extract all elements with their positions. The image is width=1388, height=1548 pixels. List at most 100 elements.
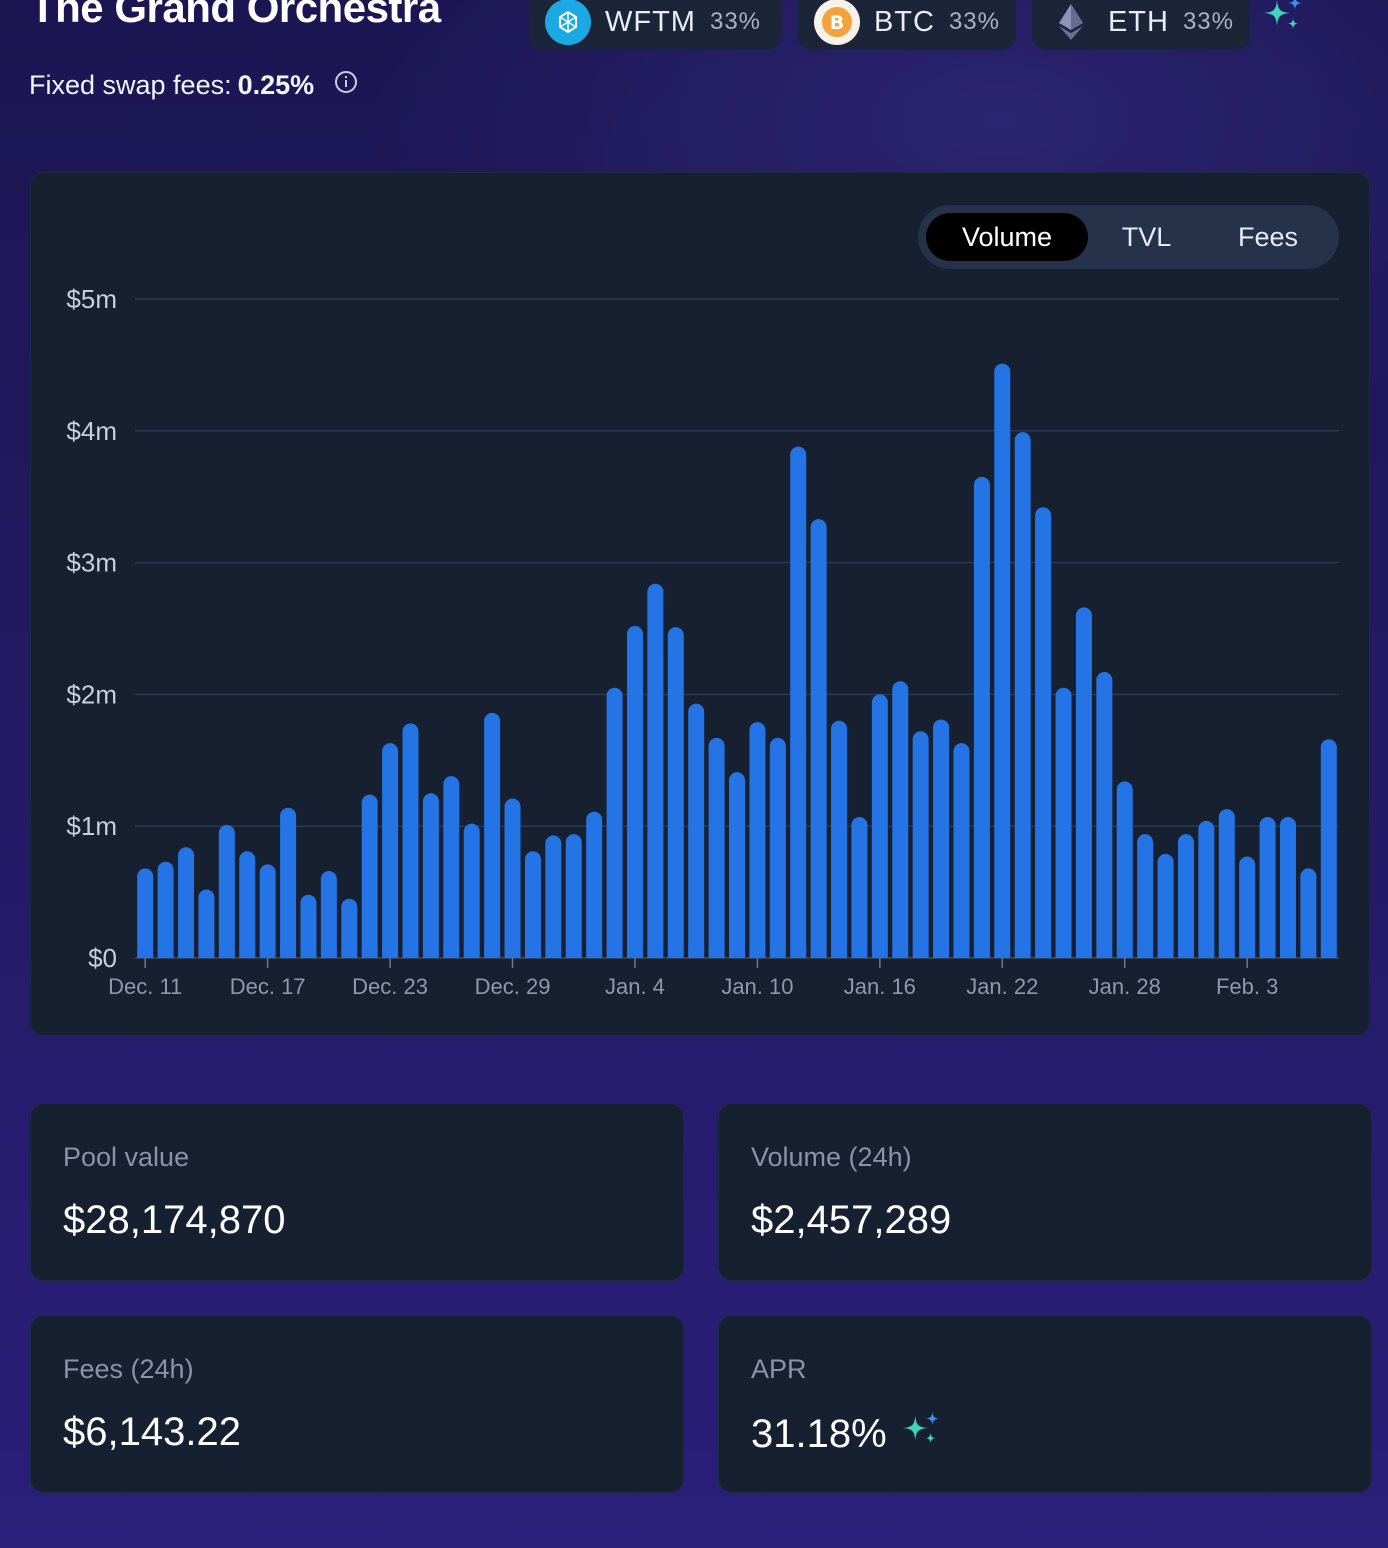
chart-bar [178, 847, 195, 958]
chart-bar [1320, 739, 1337, 958]
chart-bar-base [749, 950, 766, 958]
chart-bar [422, 793, 439, 958]
chart-bar [851, 816, 868, 958]
chart-bar-base [1279, 950, 1296, 958]
chart-bar-base [565, 950, 582, 958]
chart-bar [831, 720, 848, 958]
tab-volume[interactable]: Volume [926, 213, 1088, 261]
chart-bar-base [1320, 950, 1337, 958]
chart-bar-base [157, 950, 174, 958]
chart-bar [484, 712, 501, 958]
chart-bar [1177, 834, 1194, 958]
chart-bar [341, 898, 358, 958]
x-tick-label: Jan. 28 [1089, 974, 1161, 999]
chart-bar [667, 627, 684, 958]
chart-bar [1096, 671, 1113, 958]
stat-value: $28,174,870 [63, 1198, 286, 1242]
chart-bar-base [586, 950, 603, 958]
chart-bar-base [973, 950, 990, 958]
chart-bar-base [361, 950, 378, 958]
chart-bar [688, 703, 705, 958]
chart-bar [749, 722, 766, 958]
x-tick-label: Jan. 10 [721, 974, 793, 999]
chart-bar [137, 868, 154, 958]
x-tick-label: Jan. 22 [966, 974, 1038, 999]
chart-bar-base [1075, 950, 1092, 958]
chart-bar-base [504, 950, 521, 958]
chart-bar-base [443, 950, 460, 958]
chart-bar [463, 823, 480, 958]
chart-bar [1055, 687, 1072, 958]
chart-bar [320, 871, 337, 958]
chart-bar [871, 694, 888, 958]
y-tick-label: $4m [66, 416, 117, 446]
token-name: BTC [873, 5, 935, 38]
chart-bar-base [708, 950, 725, 958]
stat-card-pool-value: Pool value $28,174,870 [30, 1103, 684, 1281]
chart-bar-base [1014, 950, 1031, 958]
chart-bar-base [1096, 950, 1113, 958]
chart-bar-base [994, 950, 1011, 958]
token-percent: 33% [709, 8, 762, 35]
chart-bar [565, 834, 582, 958]
chart-bar [545, 835, 562, 958]
token-pill-eth[interactable]: ETH 33% [1032, 0, 1250, 50]
chart-bar-base [892, 950, 909, 958]
chart-bar-base [137, 950, 154, 958]
chart-bar [239, 851, 256, 958]
chart-bar [198, 889, 215, 958]
chart-bar-base [382, 950, 399, 958]
x-tick-label: Jan. 16 [844, 974, 916, 999]
token-pill-wftm[interactable]: WFTM 33% [529, 0, 781, 50]
chart-bar-base [1259, 950, 1276, 958]
svg-text:B: B [830, 12, 844, 34]
tab-fees[interactable]: Fees [1237, 221, 1299, 252]
stat-card-fees-24h: Fees (24h) $6,143.22 [30, 1315, 684, 1493]
stat-label: Fees (24h) [63, 1354, 194, 1384]
chart-bar-base [484, 950, 501, 958]
chart-bar [1116, 781, 1133, 958]
chart-bar-base [912, 950, 929, 958]
y-tick-label: $5m [66, 284, 117, 314]
y-tick-label: $2m [66, 679, 117, 709]
stat-card-apr: APR 31.18% [718, 1315, 1372, 1493]
chart-bar-base [810, 950, 827, 958]
x-tick-label: Dec. 17 [230, 974, 306, 999]
chart-bar-base [953, 950, 970, 958]
y-tick-label: $0 [88, 943, 117, 973]
chart-bar-base [851, 950, 868, 958]
token-pill-btc[interactable]: B BTC 33% [798, 0, 1016, 50]
x-tick-label: Dec. 11 [108, 974, 182, 999]
x-tick-label: Dec. 23 [352, 974, 428, 999]
x-tick-label: Feb. 3 [1216, 974, 1278, 999]
stat-label: Volume (24h) [751, 1142, 912, 1172]
chart-bar [218, 824, 235, 958]
sparkle-icon[interactable] [901, 1410, 941, 1458]
chart-bar-base [626, 950, 643, 958]
y-tick-label: $3m [66, 548, 117, 578]
chart-bar [953, 743, 970, 958]
chart-bar [1259, 816, 1276, 958]
chart-bar-base [769, 950, 786, 958]
chart-bar-base [729, 950, 745, 958]
chart-bar [280, 807, 297, 958]
swap-fees-label: Fixed swap fees: [29, 70, 232, 100]
tab-tvl[interactable]: TVL [1121, 221, 1172, 252]
info-icon[interactable] [334, 70, 358, 101]
chart-bar [933, 719, 950, 958]
chart-bar [769, 737, 786, 958]
chart-bar-base [667, 950, 684, 958]
volume-chart-card: $0 $1m $2m $3m $4m $5m Dec. 11 Dec. 17 Dec. 23 De… [30, 172, 1370, 1036]
chart-bar [443, 776, 460, 958]
chart-bar [1300, 868, 1317, 958]
stat-label: Pool value [63, 1142, 190, 1172]
chart-bar-base [280, 950, 297, 958]
chart-bar [790, 446, 807, 958]
chart-bar [361, 794, 378, 958]
token-percent: 33% [948, 8, 1000, 35]
chart-bar-base [1177, 950, 1194, 958]
sparkle-icon[interactable] [1262, 0, 1304, 37]
chart-bar-base [1239, 950, 1256, 958]
chart-bar-base [218, 950, 235, 958]
chart-bar-base [402, 950, 419, 958]
